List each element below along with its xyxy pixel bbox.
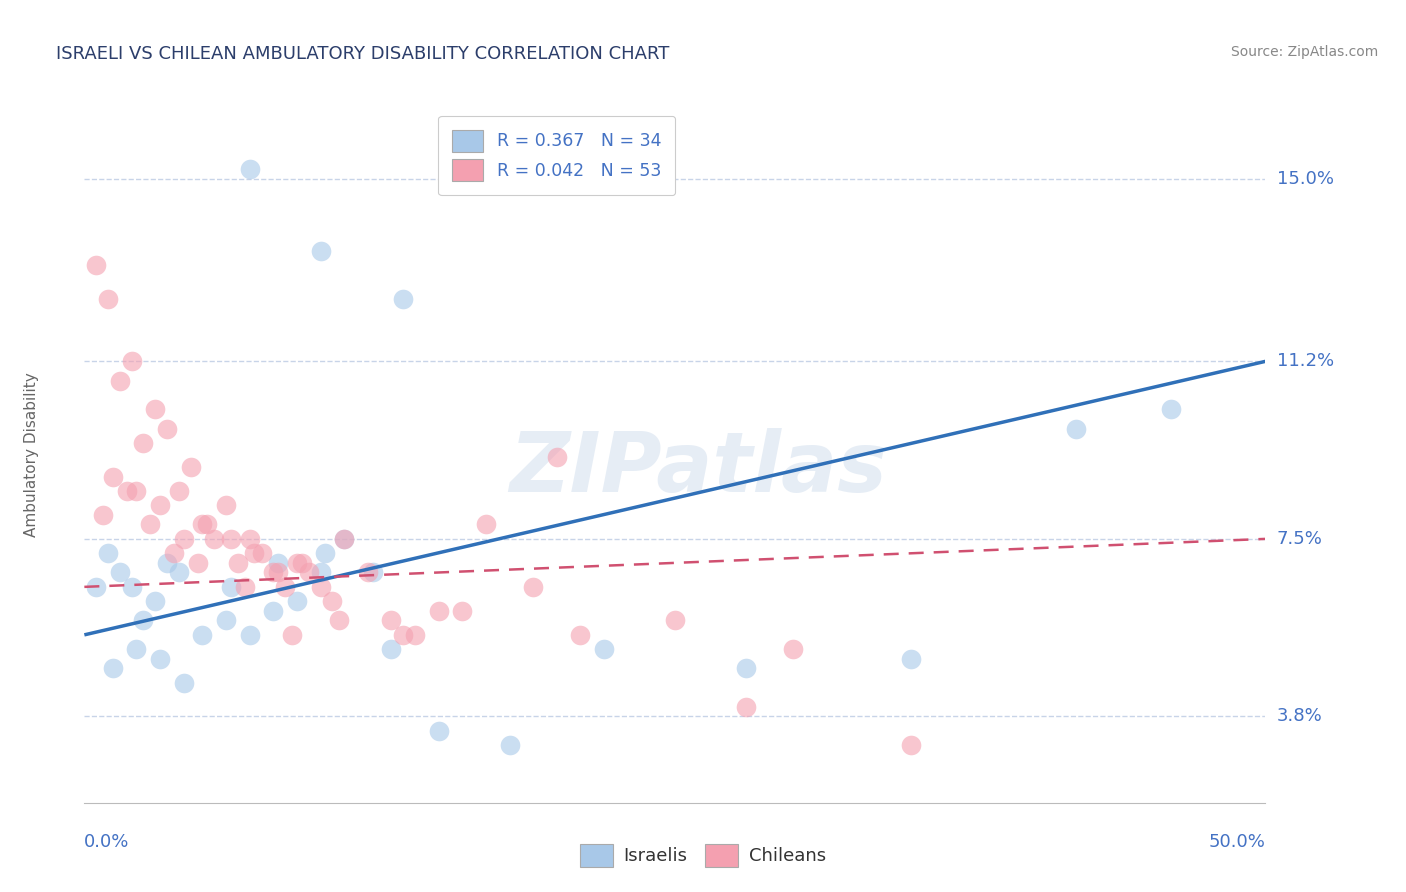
Point xyxy=(101,469,124,483)
Point xyxy=(333,532,356,546)
Point xyxy=(191,517,214,532)
Point xyxy=(101,661,124,675)
Point xyxy=(285,556,308,570)
Point xyxy=(734,661,756,675)
Point xyxy=(239,162,262,177)
Point xyxy=(84,580,107,594)
Point xyxy=(108,374,131,388)
Point xyxy=(202,532,225,546)
Point xyxy=(108,566,131,580)
Point xyxy=(361,566,384,580)
Point xyxy=(309,566,332,580)
Point xyxy=(97,546,120,560)
Point xyxy=(380,614,402,628)
Text: ZIPatlas: ZIPatlas xyxy=(509,428,887,509)
Point xyxy=(143,594,166,608)
Point xyxy=(1160,402,1182,417)
Legend: R = 0.367   N = 34, R = 0.042   N = 53: R = 0.367 N = 34, R = 0.042 N = 53 xyxy=(439,116,675,195)
Point xyxy=(291,556,314,570)
Point xyxy=(125,483,148,498)
Point xyxy=(321,594,343,608)
Point xyxy=(380,642,402,657)
Text: 3.8%: 3.8% xyxy=(1277,707,1322,725)
Point xyxy=(173,532,195,546)
Point xyxy=(267,556,290,570)
Point xyxy=(309,244,332,258)
Point xyxy=(187,556,209,570)
Point xyxy=(226,556,249,570)
Point xyxy=(243,546,266,560)
Point xyxy=(149,498,172,512)
Point xyxy=(84,259,107,273)
Legend: Israelis, Chileans: Israelis, Chileans xyxy=(572,837,834,874)
Text: Source: ZipAtlas.com: Source: ZipAtlas.com xyxy=(1230,45,1378,59)
Point xyxy=(664,614,686,628)
Point xyxy=(569,628,592,642)
Point xyxy=(427,604,450,618)
Point xyxy=(191,628,214,642)
Point xyxy=(451,604,474,618)
Point xyxy=(167,483,190,498)
Text: 15.0%: 15.0% xyxy=(1277,170,1333,188)
Point xyxy=(262,566,284,580)
Point xyxy=(328,614,350,628)
Point xyxy=(219,532,242,546)
Point xyxy=(121,580,143,594)
Point xyxy=(285,594,308,608)
Point xyxy=(498,738,520,752)
Point xyxy=(156,556,179,570)
Point xyxy=(239,628,262,642)
Point xyxy=(281,628,304,642)
Point xyxy=(173,676,195,690)
Point xyxy=(149,652,172,666)
Point xyxy=(475,517,498,532)
Point xyxy=(143,402,166,417)
Point xyxy=(333,532,356,546)
Point xyxy=(132,436,155,450)
Point xyxy=(734,699,756,714)
Point xyxy=(267,566,290,580)
Point xyxy=(97,292,120,306)
Point xyxy=(163,546,186,560)
Point xyxy=(309,580,332,594)
Point xyxy=(195,517,218,532)
Point xyxy=(1066,421,1088,435)
Point xyxy=(167,566,190,580)
Point xyxy=(314,546,336,560)
Point xyxy=(392,628,415,642)
Point xyxy=(180,459,202,474)
Point xyxy=(121,354,143,368)
Point xyxy=(125,642,148,657)
Point xyxy=(392,292,415,306)
Text: 50.0%: 50.0% xyxy=(1209,833,1265,851)
Point xyxy=(132,614,155,628)
Point xyxy=(782,642,804,657)
Point xyxy=(274,580,297,594)
Point xyxy=(546,450,568,465)
Point xyxy=(298,566,321,580)
Text: Ambulatory Disability: Ambulatory Disability xyxy=(24,373,39,537)
Point xyxy=(215,498,238,512)
Point xyxy=(233,580,256,594)
Point xyxy=(593,642,616,657)
Point xyxy=(262,604,284,618)
Point xyxy=(239,532,262,546)
Point xyxy=(219,580,242,594)
Text: ISRAELI VS CHILEAN AMBULATORY DISABILITY CORRELATION CHART: ISRAELI VS CHILEAN AMBULATORY DISABILITY… xyxy=(56,45,669,62)
Point xyxy=(900,738,922,752)
Point xyxy=(139,517,162,532)
Point xyxy=(215,614,238,628)
Point xyxy=(156,421,179,435)
Point xyxy=(250,546,273,560)
Point xyxy=(427,723,450,738)
Point xyxy=(357,566,380,580)
Text: 7.5%: 7.5% xyxy=(1277,530,1323,548)
Point xyxy=(404,628,426,642)
Point xyxy=(91,508,114,522)
Point xyxy=(900,652,922,666)
Point xyxy=(522,580,544,594)
Text: 11.2%: 11.2% xyxy=(1277,352,1334,370)
Point xyxy=(115,483,138,498)
Text: 0.0%: 0.0% xyxy=(84,833,129,851)
